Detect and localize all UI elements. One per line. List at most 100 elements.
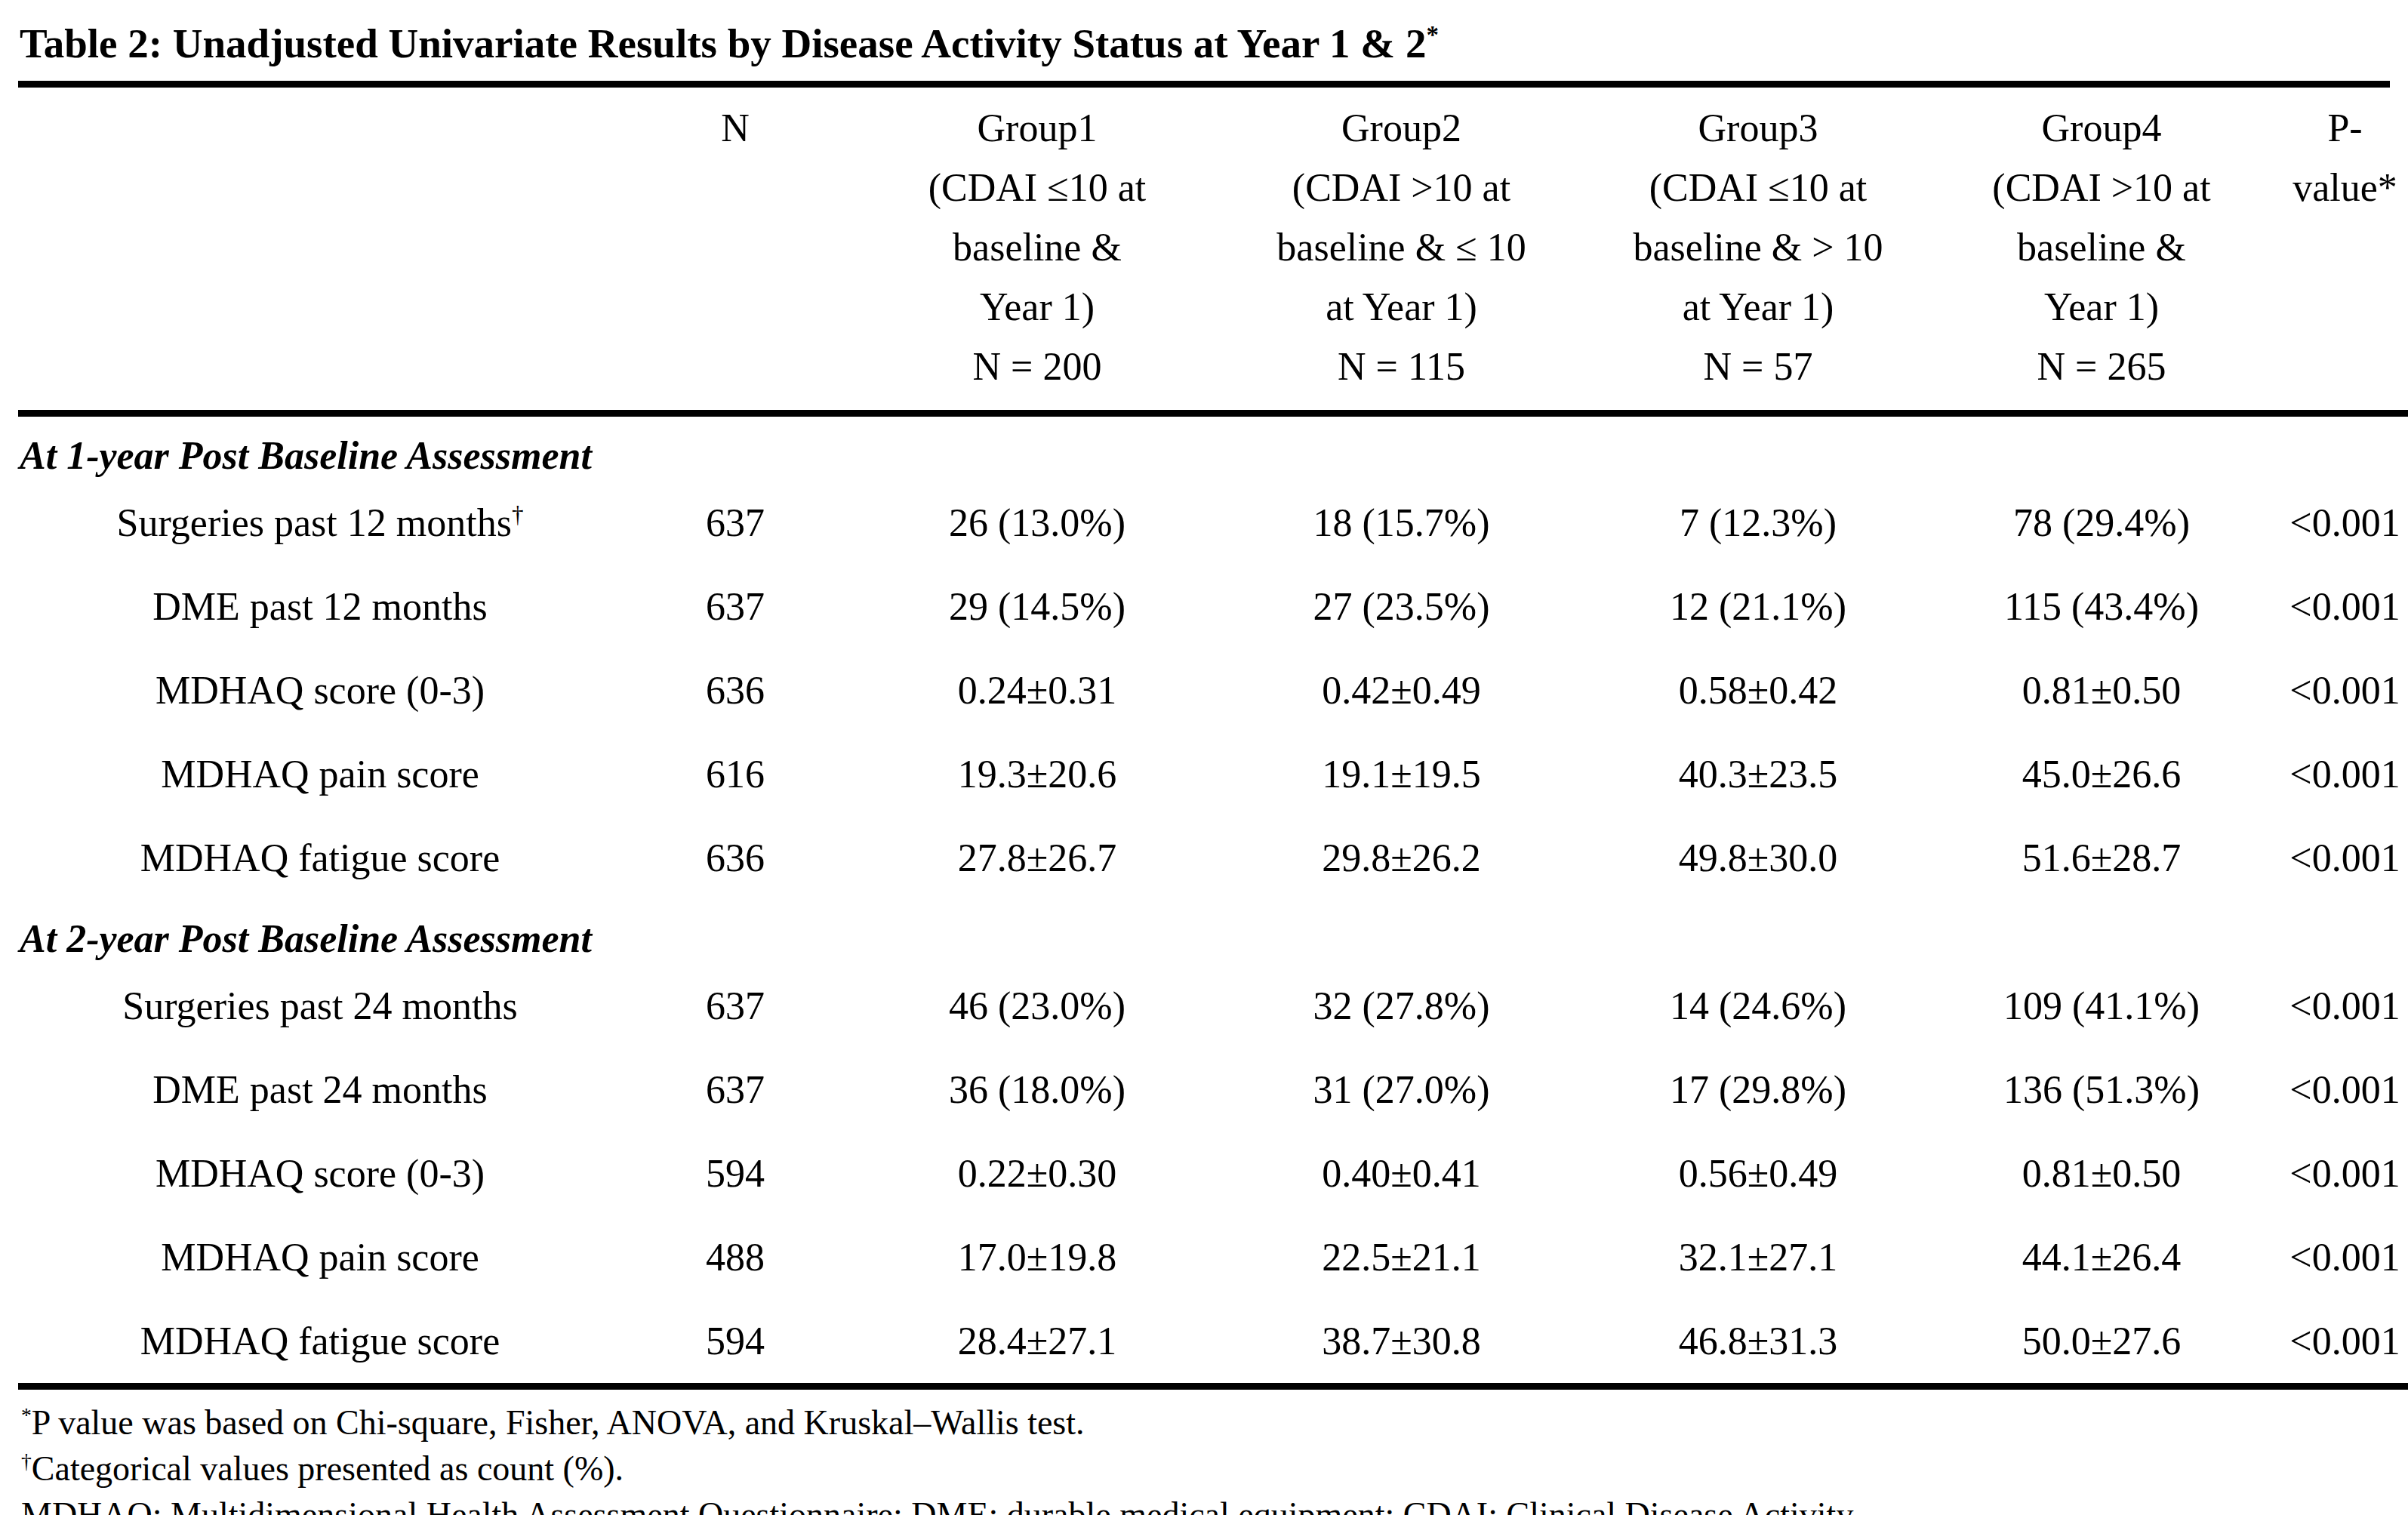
cell-group1: 26 (13.0%) <box>848 481 1226 565</box>
cell-group4: 109 (41.1%) <box>1939 964 2264 1048</box>
row-label-text: MDHAQ pain score <box>161 1236 479 1279</box>
table-row: MDHAQ pain score 616 19.3±20.6 19.1±19.5… <box>18 732 2408 816</box>
group4-def-line2: baseline & <box>1939 217 2264 277</box>
col-header-group2: Group2 (CDAI >10 at baseline & ≤ 10 at Y… <box>1226 88 1577 414</box>
cell-group3: 0.58±0.42 <box>1577 648 1939 732</box>
row-label-text: MDHAQ fatigue score <box>140 836 500 879</box>
cell-pvalue: <0.001 <box>2264 1132 2408 1215</box>
group1-name: Group1 <box>848 98 1226 158</box>
row-label: DME past 24 months <box>18 1048 622 1132</box>
footnote-text: P value was based on Chi-square, Fisher,… <box>32 1403 1085 1442</box>
cell-group2: 31 (27.0%) <box>1226 1048 1577 1132</box>
group2-def-line2: baseline & ≤ 10 <box>1226 217 1577 277</box>
cell-group4: 45.0±26.6 <box>1939 732 2264 816</box>
cell-group2: 0.42±0.49 <box>1226 648 1577 732</box>
cell-group2: 18 (15.7%) <box>1226 481 1577 565</box>
cell-pvalue: <0.001 <box>2264 964 2408 1048</box>
cell-n: 488 <box>622 1215 848 1299</box>
cell-group3: 0.56±0.49 <box>1577 1132 1939 1215</box>
group1-def-line3: Year 1) <box>848 277 1226 337</box>
table-row: DME past 24 months 637 36 (18.0%) 31 (27… <box>18 1048 2408 1132</box>
cell-n: 637 <box>622 1048 848 1132</box>
cell-pvalue: <0.001 <box>2264 816 2408 900</box>
cell-group1: 46 (23.0%) <box>848 964 1226 1048</box>
cell-group2: 29.8±26.2 <box>1226 816 1577 900</box>
row-label: Surgeries past 24 months <box>18 964 622 1048</box>
row-label-text: MDHAQ score (0-3) <box>156 669 485 712</box>
cell-pvalue: <0.001 <box>2264 732 2408 816</box>
row-label-text: Surgeries past 24 months <box>122 984 517 1027</box>
row-label-text: MDHAQ score (0-3) <box>156 1152 485 1195</box>
table-row: MDHAQ score (0-3) 636 0.24±0.31 0.42±0.4… <box>18 648 2408 732</box>
table-title: Table 2: Unadjusted Univariate Results b… <box>18 17 2390 88</box>
group3-n: N = 57 <box>1577 337 1939 396</box>
table-row: MDHAQ score (0-3) 594 0.22±0.30 0.40±0.4… <box>18 1132 2408 1215</box>
row-label: MDHAQ fatigue score <box>18 1299 622 1387</box>
section-header-year2: At 2-year Post Baseline Assessment <box>18 900 2408 964</box>
group4-name: Group4 <box>1939 98 2264 158</box>
cell-group4: 115 (43.4%) <box>1939 565 2264 648</box>
cell-group1: 0.22±0.30 <box>848 1132 1226 1215</box>
row-label-text: Surgeries past 12 months <box>117 501 512 544</box>
col-header-n: N <box>622 88 848 414</box>
cell-group4: 44.1±26.4 <box>1939 1215 2264 1299</box>
cell-n: 637 <box>622 565 848 648</box>
cell-pvalue: <0.001 <box>2264 648 2408 732</box>
pvalue-header-line2: value* <box>2264 158 2408 217</box>
group2-def-line3: at Year 1) <box>1226 277 1577 337</box>
table-title-text: Table 2: Unadjusted Univariate Results b… <box>20 20 1426 66</box>
footnote-abbreviations: MDHAQ: Multidimensional Health Assessmen… <box>21 1492 2390 1515</box>
asterisk-mark: * <box>21 1403 32 1427</box>
row-label-text: MDHAQ fatigue score <box>140 1319 500 1363</box>
cell-n: 637 <box>622 481 848 565</box>
col-header-group4: Group4 (CDAI >10 at baseline & Year 1) N… <box>1939 88 2264 414</box>
cell-group3: 14 (24.6%) <box>1577 964 1939 1048</box>
cell-group1: 28.4±27.1 <box>848 1299 1226 1387</box>
row-label: DME past 12 months <box>18 565 622 648</box>
cell-group3: 32.1±27.1 <box>1577 1215 1939 1299</box>
cell-group1: 17.0±19.8 <box>848 1215 1226 1299</box>
cell-group2: 32 (27.8%) <box>1226 964 1577 1048</box>
cell-pvalue: <0.001 <box>2264 1299 2408 1387</box>
cell-pvalue: <0.001 <box>2264 565 2408 648</box>
row-label: MDHAQ pain score <box>18 732 622 816</box>
table-row: MDHAQ pain score 488 17.0±19.8 22.5±21.1… <box>18 1215 2408 1299</box>
cell-group4: 0.81±0.50 <box>1939 1132 2264 1215</box>
section-header-year1: At 1-year Post Baseline Assessment <box>18 414 2408 482</box>
group2-n: N = 115 <box>1226 337 1577 396</box>
cell-pvalue: <0.001 <box>2264 481 2408 565</box>
cell-group3: 49.8±30.0 <box>1577 816 1939 900</box>
results-table: N Group1 (CDAI ≤10 at baseline & Year 1)… <box>18 88 2408 1390</box>
cell-group4: 51.6±28.7 <box>1939 816 2264 900</box>
row-label-text: DME past 24 months <box>152 1068 487 1111</box>
dagger-mark: † <box>21 1449 32 1473</box>
footnote-text: MDHAQ: Multidimensional Health Assessmen… <box>21 1495 1860 1515</box>
col-header-variable <box>18 88 622 414</box>
group3-def-line3: at Year 1) <box>1577 277 1939 337</box>
header-row: N Group1 (CDAI ≤10 at baseline & Year 1)… <box>18 88 2408 414</box>
cell-group3: 12 (21.1%) <box>1577 565 1939 648</box>
section-label: At 1-year Post Baseline Assessment <box>18 414 2408 482</box>
cell-group2: 0.40±0.41 <box>1226 1132 1577 1215</box>
table-row: DME past 12 months 637 29 (14.5%) 27 (23… <box>18 565 2408 648</box>
cell-group1: 27.8±26.7 <box>848 816 1226 900</box>
cell-group2: 19.1±19.5 <box>1226 732 1577 816</box>
table-header: N Group1 (CDAI ≤10 at baseline & Year 1)… <box>18 88 2408 414</box>
cell-n: 594 <box>622 1132 848 1215</box>
group4-def-line3: Year 1) <box>1939 277 2264 337</box>
pvalue-header-line1: P- <box>2264 98 2408 158</box>
cell-group3: 17 (29.8%) <box>1577 1048 1939 1132</box>
table-row: Surgeries past 12 months† 637 26 (13.0%)… <box>18 481 2408 565</box>
cell-group3: 40.3±23.5 <box>1577 732 1939 816</box>
table-row: Surgeries past 24 months 637 46 (23.0%) … <box>18 964 2408 1048</box>
cell-pvalue: <0.001 <box>2264 1215 2408 1299</box>
row-label: MDHAQ score (0-3) <box>18 1132 622 1215</box>
document-page: Table 2: Unadjusted Univariate Results b… <box>0 0 2408 1515</box>
cell-group4: 136 (51.3%) <box>1939 1048 2264 1132</box>
cell-pvalue: <0.001 <box>2264 1048 2408 1132</box>
table-row: MDHAQ fatigue score 636 27.8±26.7 29.8±2… <box>18 816 2408 900</box>
row-label-text: DME past 12 months <box>152 585 487 628</box>
col-header-pvalue: P- value* <box>2264 88 2408 414</box>
cell-group1: 29 (14.5%) <box>848 565 1226 648</box>
row-label: MDHAQ fatigue score <box>18 816 622 900</box>
